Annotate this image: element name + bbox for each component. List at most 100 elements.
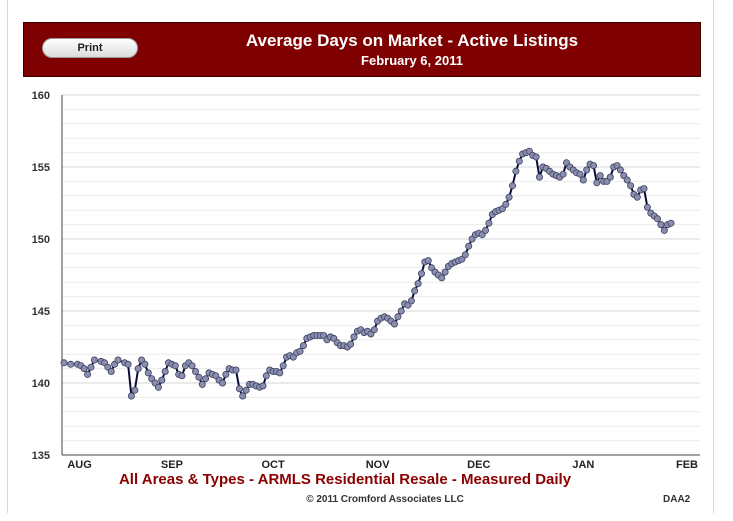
series-line [63,150,672,397]
data-point [262,372,270,380]
data-point [576,170,584,178]
data-point [171,362,179,370]
data-point [191,367,199,375]
chart-title: Average Days on Market - Active Listings [245,31,579,50]
data-point [239,392,247,400]
data-point [657,221,665,229]
data-point [485,219,493,227]
print-button[interactable]: Print [42,38,138,58]
data-point [232,366,240,374]
data-point [640,185,648,193]
chart-subtitle: February 6, 2011 [361,53,463,68]
data-point [198,380,206,388]
data-point [414,280,422,288]
data-point [461,251,469,259]
y-tick-label: 155 [32,162,50,174]
x-tick-label: DEC [467,459,490,471]
data-point [131,386,139,394]
chart-frame [7,0,714,513]
data-point [481,226,489,234]
x-tick-label: FEB [676,459,698,471]
x-axis-ticks: AUG SEP OCT NOV DEC JAN FEB [67,459,698,471]
data-point [515,157,523,165]
data-point [144,369,152,377]
data-point [502,200,510,208]
data-points [60,147,675,400]
data-point [202,375,210,383]
data-point [394,313,402,321]
copyright-text: © 2011 Cromford Associates LLC [306,494,464,505]
data-point [654,215,662,223]
axes [61,95,700,456]
data-point [390,320,398,328]
data-point [616,166,624,174]
data-point [465,242,473,250]
data-point [596,172,604,180]
data-point [583,166,591,174]
data-point [84,370,92,378]
data-point [178,372,186,380]
footer-description: All Areas & Types - ARMLS Residential Re… [118,471,572,488]
data-point [417,270,425,278]
data-point [276,369,284,377]
chart-header: Print Average Days on Market - Active Li… [23,22,701,77]
data-point [633,193,641,201]
data-point [350,333,358,341]
data-point [512,167,520,175]
data-point [438,274,446,282]
data-point [154,383,162,391]
data-point [195,373,203,381]
data-point [411,287,419,295]
data-point [643,203,651,211]
data-point [296,347,304,355]
data-point [279,362,287,370]
x-tick-label: SEP [161,459,183,471]
data-point [536,173,544,181]
data-point [134,365,142,373]
data-point [107,367,115,375]
data-point [124,360,132,368]
data-point [660,226,668,234]
data-point [67,360,75,368]
data-point [141,360,149,368]
y-tick-label: 160 [32,90,50,102]
data-point [299,342,307,350]
data-point [60,359,68,367]
x-tick-label: JAN [572,459,594,471]
data-point [80,365,88,373]
data-point [127,392,135,400]
chart-code: DAA2 [663,494,691,505]
data-point [579,176,587,184]
data-point [90,356,98,364]
x-tick-label: AUG [67,459,91,471]
data-point [593,179,601,187]
y-tick-label: 150 [32,234,50,246]
data-point [606,173,614,181]
data-point [218,379,226,387]
data-point [222,370,230,378]
series [63,150,672,397]
data-point [441,268,449,276]
data-point [407,297,415,305]
data-point [667,219,675,227]
data-point [188,362,196,370]
data-point [397,307,405,315]
data-point [87,363,95,371]
data-point [114,356,122,364]
data-point [590,162,598,170]
data-point [235,385,243,393]
data-point [532,153,540,161]
x-tick-label: NOV [366,459,391,471]
data-point [259,382,267,390]
x-tick-label: OCT [261,459,285,471]
data-point [627,182,635,190]
data-point [347,340,355,348]
grid [62,94,700,456]
data-point [508,182,516,190]
data-point [161,367,169,375]
data-point [424,257,432,265]
data-point [370,326,378,334]
y-tick-label: 135 [32,450,50,462]
y-axis-ticks: 135 140 145 150 155 160 [32,90,50,462]
data-point [505,193,513,201]
